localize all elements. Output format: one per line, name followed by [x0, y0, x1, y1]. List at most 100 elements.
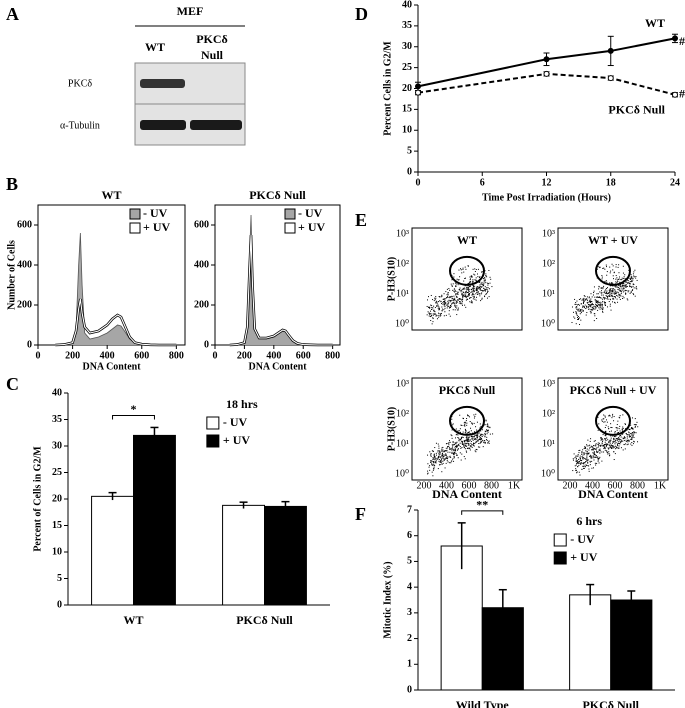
dot	[613, 441, 615, 443]
dot	[585, 299, 587, 301]
dot	[455, 442, 457, 444]
dot	[471, 438, 473, 440]
dot	[614, 436, 616, 438]
dot	[469, 285, 471, 287]
dot	[604, 280, 606, 282]
dot	[593, 440, 595, 442]
dot	[620, 293, 622, 295]
dot	[437, 457, 439, 459]
dot	[584, 462, 586, 464]
dot	[461, 294, 463, 296]
dot	[614, 296, 616, 298]
dot	[605, 304, 607, 306]
dot	[607, 447, 609, 449]
dot	[479, 446, 481, 448]
dot	[577, 310, 579, 312]
dot	[432, 475, 434, 477]
dot	[481, 440, 483, 442]
dot	[445, 443, 447, 445]
dot	[432, 317, 434, 319]
dot	[480, 300, 482, 302]
dot	[426, 314, 428, 316]
dot	[479, 288, 481, 290]
dot	[468, 293, 470, 295]
dot	[572, 470, 574, 472]
dot	[435, 454, 437, 456]
dot	[466, 438, 468, 440]
dot	[465, 292, 467, 294]
dot	[442, 457, 444, 459]
dot	[595, 455, 597, 457]
dot	[582, 452, 584, 454]
dot	[466, 448, 468, 450]
dot	[441, 310, 443, 312]
dot	[436, 318, 438, 320]
bar	[133, 434, 176, 606]
dot	[591, 307, 593, 309]
dot	[487, 442, 489, 444]
dot	[450, 456, 452, 458]
dot	[453, 302, 455, 304]
dot	[592, 449, 594, 451]
plot-title: WT + UV	[588, 233, 638, 247]
dot	[462, 299, 464, 301]
dot	[604, 449, 606, 451]
dot	[591, 303, 593, 305]
dot	[476, 429, 478, 431]
dot	[605, 435, 607, 437]
dot	[448, 442, 450, 444]
dot	[479, 293, 481, 295]
dot	[582, 454, 584, 456]
dot	[476, 421, 478, 423]
dot	[446, 457, 448, 459]
dot	[618, 288, 620, 290]
dot	[446, 458, 448, 460]
dot	[602, 294, 604, 296]
dot	[479, 276, 481, 278]
dot	[576, 461, 578, 463]
dot	[447, 303, 449, 305]
dot	[586, 448, 588, 450]
dot	[588, 296, 590, 298]
dot	[588, 468, 590, 470]
dot	[628, 440, 630, 442]
dot	[470, 427, 472, 429]
dot	[612, 435, 614, 437]
dot	[575, 313, 577, 315]
dot	[467, 289, 469, 291]
dot	[471, 301, 473, 303]
dot	[576, 471, 578, 473]
dot	[487, 429, 489, 431]
dot	[617, 444, 619, 446]
dot	[628, 269, 630, 271]
dot	[597, 456, 599, 458]
dot	[468, 293, 470, 295]
x-tick-label: 600	[134, 350, 149, 361]
dot	[439, 461, 441, 463]
dot	[622, 295, 624, 297]
dot	[454, 291, 456, 293]
dot	[432, 457, 434, 459]
dot	[634, 418, 636, 420]
dot	[615, 266, 617, 268]
dot	[471, 437, 473, 439]
dot	[578, 461, 580, 463]
dot	[444, 300, 446, 302]
dot	[436, 301, 438, 303]
dot	[610, 439, 612, 441]
dot	[473, 422, 475, 424]
dot	[474, 285, 476, 287]
dot	[463, 418, 465, 420]
dot	[590, 306, 592, 308]
dot	[587, 299, 589, 301]
dot	[604, 304, 606, 306]
dot	[435, 296, 437, 298]
y-tick-label: 6	[407, 530, 412, 541]
dot	[595, 443, 597, 445]
dot	[618, 447, 620, 449]
dot	[604, 268, 606, 270]
dot	[448, 307, 450, 309]
dot	[483, 283, 485, 285]
dot	[444, 449, 446, 451]
dot	[597, 460, 599, 462]
